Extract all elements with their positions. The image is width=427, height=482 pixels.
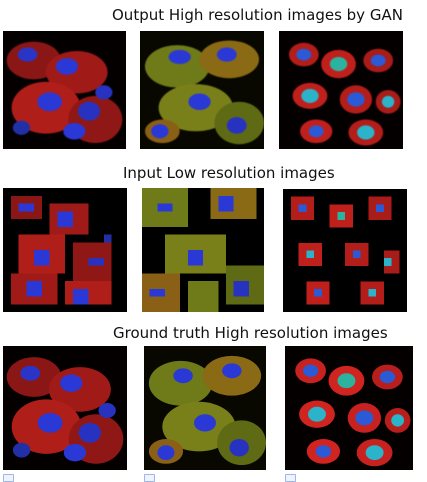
low-res-input-title: Input Low resolution images [123,164,335,182]
gan-output-image-1 [3,31,126,149]
low-res-input-image-2 [142,188,264,312]
gan-output-title: Output High resolution images by GAN [112,6,403,24]
gan-output-image-2 [140,31,264,149]
ground-truth-title: Ground truth High resolution images [113,324,388,342]
low-res-input-image-3 [283,189,407,312]
ground-truth-image-2 [144,346,266,470]
ground-truth-image-3 [285,346,413,470]
gan-output-image-3 [279,31,403,149]
ground-truth-image-1 [3,346,127,470]
low-res-input-image-1 [3,188,127,312]
